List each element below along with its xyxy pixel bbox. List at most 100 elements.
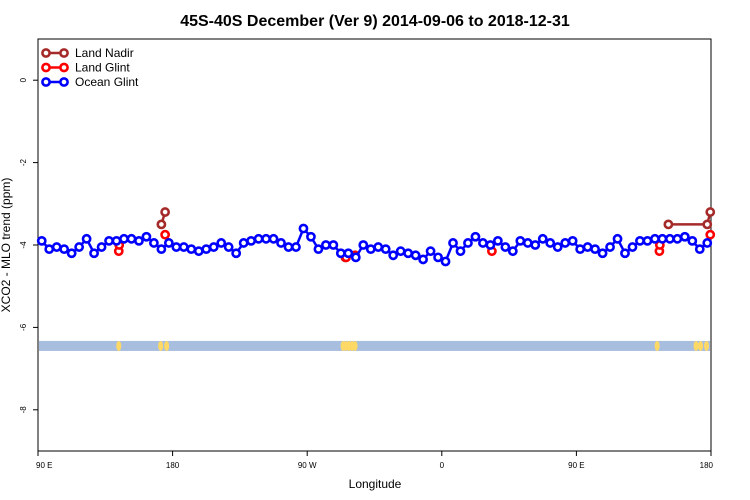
data-point-ocean-glint bbox=[590, 244, 600, 255]
data-point-ocean-glint bbox=[253, 233, 264, 244]
legend-marker-ocean-glint bbox=[59, 77, 69, 87]
legend-label-land-glint: Land Glint bbox=[75, 61, 130, 75]
chart-title: 45S-40S December (Ver 9) 2014-09-06 to 2… bbox=[180, 13, 570, 30]
data-point-ocean-glint bbox=[425, 246, 436, 257]
x-tick-label: 180 bbox=[700, 461, 714, 470]
data-point-ocean-glint bbox=[597, 248, 608, 259]
coverage-marker bbox=[698, 340, 704, 351]
data-point-ocean-glint bbox=[178, 242, 189, 252]
data-point-ocean-glint bbox=[403, 248, 414, 259]
data-point-ocean-glint bbox=[231, 248, 242, 259]
data-point-ocean-glint bbox=[515, 235, 526, 246]
data-point-ocean-glint bbox=[605, 242, 615, 252]
data-point-ocean-glint bbox=[500, 242, 511, 252]
data-point-ocean-glint bbox=[268, 233, 279, 244]
data-point-ocean-glint bbox=[470, 231, 481, 242]
legend-marker-land-glint bbox=[59, 62, 69, 73]
data-point-ocean-glint bbox=[96, 242, 107, 252]
data-point-ocean-glint bbox=[530, 240, 541, 250]
data-point-ocean-glint bbox=[620, 248, 630, 259]
data-point-ocean-glint bbox=[395, 246, 406, 257]
data-point-ocean-glint bbox=[552, 242, 563, 252]
data-point-ocean-glint bbox=[156, 244, 167, 255]
coverage-marker bbox=[654, 340, 660, 351]
legend-label-ocean-glint: Ocean Glint bbox=[75, 75, 139, 89]
data-point-ocean-glint bbox=[522, 238, 533, 248]
data-point-ocean-glint bbox=[163, 238, 174, 248]
data-point-ocean-glint bbox=[455, 246, 466, 257]
data-point-ocean-glint bbox=[141, 231, 152, 242]
data-point-ocean-glint bbox=[657, 233, 668, 244]
data-point-land-glint bbox=[705, 229, 716, 240]
data-point-ocean-glint bbox=[335, 248, 346, 259]
data-point-ocean-glint bbox=[478, 238, 488, 248]
data-point-ocean-glint bbox=[507, 246, 518, 257]
data-point-ocean-glint bbox=[193, 246, 204, 257]
data-point-ocean-glint bbox=[36, 235, 47, 246]
data-point-ocean-glint bbox=[104, 235, 114, 246]
data-point-land-glint bbox=[160, 229, 171, 240]
data-point-ocean-glint bbox=[642, 235, 653, 246]
coverage-marker bbox=[704, 340, 710, 351]
data-point-ocean-glint bbox=[171, 242, 182, 252]
data-point-ocean-glint bbox=[343, 248, 354, 259]
data-point-ocean-glint bbox=[635, 235, 645, 246]
data-point-ocean-glint bbox=[702, 238, 713, 248]
data-point-land-nadir bbox=[702, 219, 713, 230]
coverage-marker bbox=[693, 340, 699, 351]
data-point-ocean-glint bbox=[246, 235, 257, 246]
data-point-ocean-glint bbox=[373, 242, 384, 252]
data-point-ocean-glint bbox=[44, 244, 55, 255]
data-point-ocean-glint bbox=[612, 233, 623, 244]
data-point-ocean-glint bbox=[291, 242, 301, 252]
data-point-ocean-glint bbox=[410, 250, 421, 261]
data-point-ocean-glint bbox=[134, 235, 144, 246]
x-tick-label: 0 bbox=[440, 461, 445, 470]
data-point-ocean-glint bbox=[485, 240, 496, 250]
data-point-ocean-glint bbox=[365, 244, 376, 255]
data-point-ocean-glint bbox=[313, 244, 324, 255]
data-point-land-nadir bbox=[156, 219, 167, 230]
x-tick-label: 90 W bbox=[298, 461, 317, 470]
coverage-marker bbox=[158, 340, 164, 351]
data-point-land-nadir bbox=[663, 219, 674, 230]
coverage-marker bbox=[352, 340, 358, 351]
data-point-ocean-glint bbox=[687, 235, 698, 246]
data-point-ocean-glint bbox=[74, 242, 85, 252]
data-point-ocean-glint bbox=[66, 248, 77, 259]
data-point-ocean-glint bbox=[448, 238, 458, 248]
x-tick-label: 180 bbox=[166, 461, 180, 470]
y-tick-label: -6 bbox=[19, 323, 28, 331]
data-point-ocean-glint bbox=[216, 238, 227, 248]
coverage-band bbox=[39, 340, 710, 351]
data-point-ocean-glint bbox=[664, 233, 675, 244]
x-axis: 90 E 180 90 W 0 90 E 180 bbox=[36, 451, 714, 470]
data-point-ocean-glint bbox=[89, 248, 99, 259]
data-point-ocean-glint bbox=[672, 233, 683, 244]
data-point-ocean-glint bbox=[380, 244, 391, 255]
data-point-ocean-glint bbox=[51, 242, 62, 252]
y-tick-label: -8 bbox=[19, 406, 28, 414]
y-tick-label: -2 bbox=[19, 158, 28, 166]
data-point-ocean-glint bbox=[149, 238, 159, 248]
data-point-ocean-glint bbox=[537, 233, 548, 244]
data-point-ocean-glint bbox=[306, 231, 316, 242]
data-point-ocean-glint bbox=[567, 235, 578, 246]
data-point-ocean-glint bbox=[575, 244, 586, 255]
data-point-ocean-glint bbox=[650, 233, 660, 244]
data-point-ocean-glint bbox=[111, 235, 122, 246]
data-point-ocean-glint bbox=[627, 242, 638, 252]
data-point-ocean-glint bbox=[388, 250, 399, 261]
data-point-land-nadir bbox=[705, 207, 716, 217]
data-point-ocean-glint bbox=[186, 244, 197, 255]
data-point-ocean-glint bbox=[328, 240, 339, 250]
series-layer bbox=[36, 207, 716, 267]
x-tick-label: 90 E bbox=[568, 461, 584, 470]
x-tick-label: 90 E bbox=[36, 461, 52, 470]
legend-marker-land-nadir bbox=[59, 48, 69, 58]
legend-marker-ocean-glint bbox=[41, 77, 51, 87]
data-point-ocean-glint bbox=[276, 238, 286, 248]
data-point-ocean-glint bbox=[223, 242, 234, 252]
y-axis-label: XCO2 - MLO trend (ppm) bbox=[0, 178, 13, 313]
